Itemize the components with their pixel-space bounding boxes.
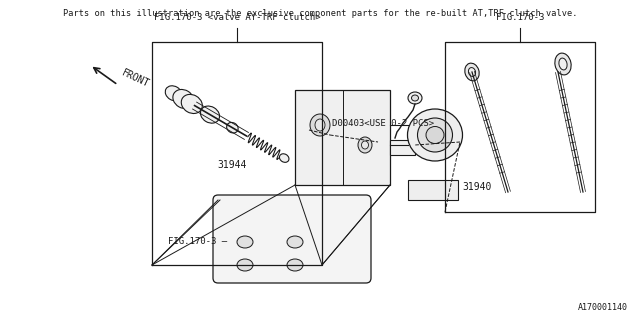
Polygon shape <box>408 180 458 200</box>
Text: FIG.170-3 <valve AY-TRF clutch>: FIG.170-3 <valve AY-TRF clutch> <box>154 13 320 22</box>
FancyBboxPatch shape <box>213 195 371 283</box>
Polygon shape <box>390 140 415 155</box>
Ellipse shape <box>227 123 238 133</box>
Text: 31944: 31944 <box>218 160 247 170</box>
Text: D00403<USE 0-2 PCS>: D00403<USE 0-2 PCS> <box>332 119 434 128</box>
Ellipse shape <box>362 141 369 149</box>
Ellipse shape <box>426 126 444 143</box>
Text: A170001140: A170001140 <box>578 303 628 312</box>
Polygon shape <box>295 90 390 185</box>
Text: Parts on this illustration are the exclusive component parts for the re-built AT: Parts on this illustration are the exclu… <box>63 9 577 18</box>
Ellipse shape <box>237 236 253 248</box>
Text: FIG.170-3: FIG.170-3 <box>496 13 544 22</box>
Ellipse shape <box>417 118 452 152</box>
Ellipse shape <box>412 95 419 101</box>
Text: FIG.170-3 —: FIG.170-3 — <box>168 237 227 246</box>
Ellipse shape <box>200 106 220 123</box>
Ellipse shape <box>468 68 476 76</box>
Ellipse shape <box>408 109 463 161</box>
Ellipse shape <box>315 119 325 131</box>
Ellipse shape <box>310 114 330 136</box>
Ellipse shape <box>237 259 253 271</box>
Ellipse shape <box>165 86 182 101</box>
Ellipse shape <box>555 53 571 75</box>
Text: FRONT: FRONT <box>120 68 151 89</box>
Ellipse shape <box>408 92 422 104</box>
Ellipse shape <box>181 94 202 114</box>
Ellipse shape <box>358 137 372 153</box>
Ellipse shape <box>465 63 479 81</box>
Ellipse shape <box>559 58 567 70</box>
Ellipse shape <box>287 236 303 248</box>
Text: 31940: 31940 <box>462 182 492 192</box>
Ellipse shape <box>280 154 289 162</box>
Ellipse shape <box>287 259 303 271</box>
Ellipse shape <box>173 90 194 108</box>
